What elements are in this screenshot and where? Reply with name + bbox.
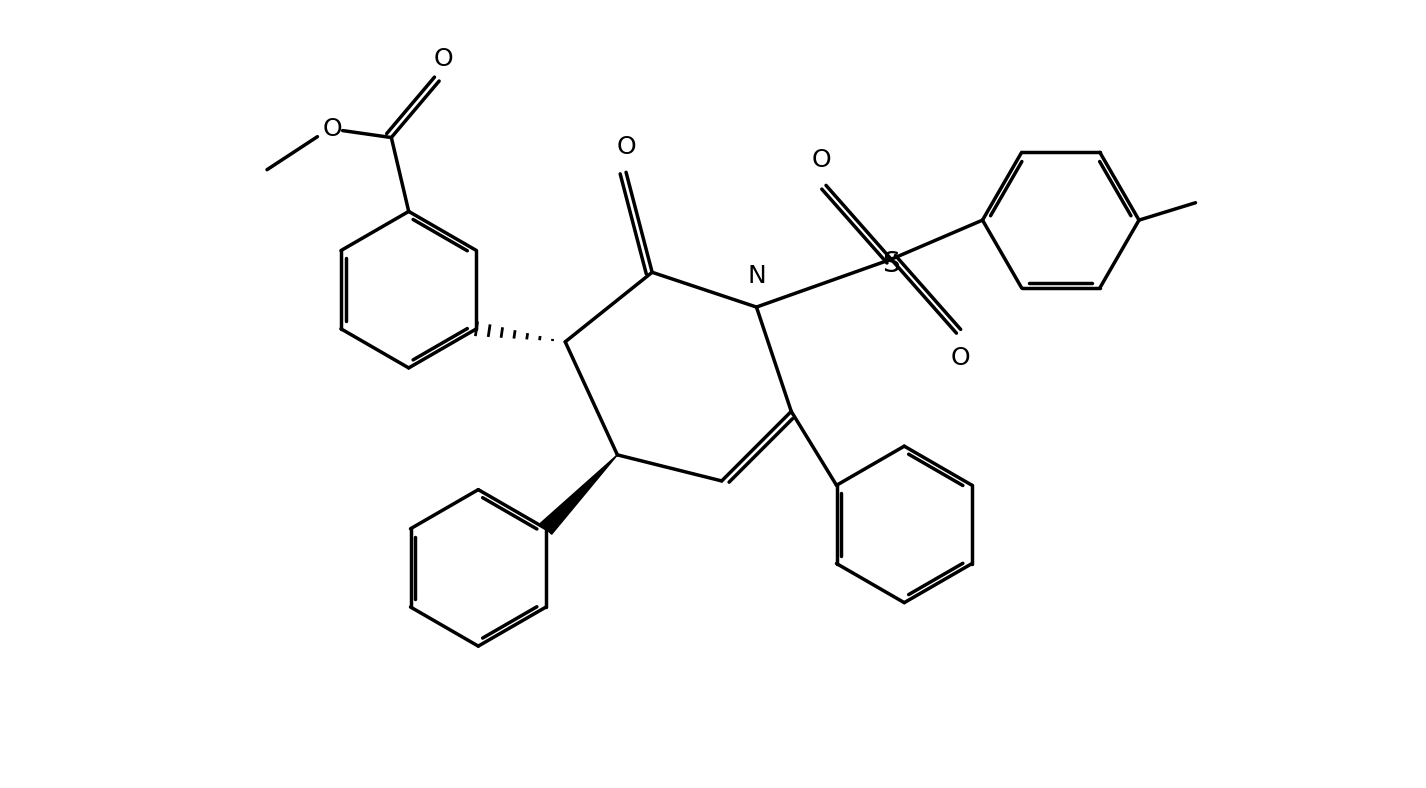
Text: O: O [951, 346, 971, 370]
Text: O: O [322, 117, 342, 141]
Text: N: N [747, 264, 766, 288]
Text: O: O [434, 46, 453, 71]
Text: O: O [811, 148, 831, 173]
Polygon shape [540, 455, 617, 534]
Text: O: O [616, 136, 636, 159]
Text: S: S [883, 250, 900, 277]
